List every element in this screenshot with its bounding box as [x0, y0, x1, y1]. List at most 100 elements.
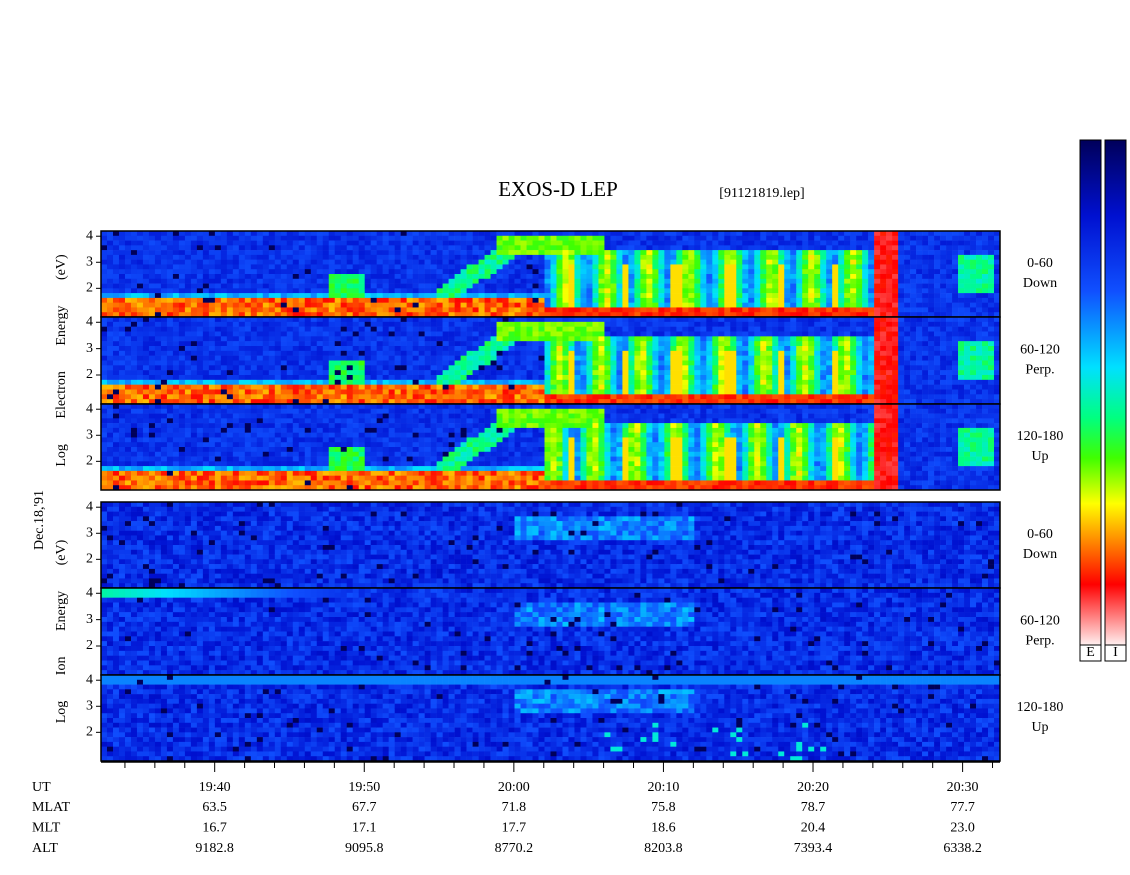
pixel: [814, 384, 821, 390]
pixel: [892, 259, 899, 265]
pixel: [916, 288, 923, 294]
pixel: [292, 375, 300, 381]
pixel: [772, 370, 779, 376]
pixel: [958, 235, 965, 241]
pixel: [736, 288, 743, 294]
pixel: [748, 346, 755, 352]
pixel: [466, 312, 473, 318]
pixel: [496, 384, 503, 390]
pixel: [862, 283, 869, 289]
pixel: [586, 321, 593, 327]
pixel: [388, 346, 395, 352]
pixel: [442, 321, 449, 327]
pixel: [346, 384, 354, 390]
pixel: [298, 312, 306, 318]
pixel: [412, 274, 419, 280]
pixel: [844, 312, 851, 318]
pixel: [160, 264, 168, 270]
pixel: [544, 245, 551, 251]
pixel: [814, 365, 821, 371]
pixel: [646, 264, 653, 270]
pixel: [328, 307, 336, 313]
pixel: [316, 341, 324, 347]
pixel: [862, 254, 869, 260]
pixel: [220, 346, 228, 352]
pixel: [442, 384, 449, 390]
pixel: [634, 355, 641, 361]
pixel: [784, 399, 791, 405]
pixel: [964, 240, 971, 246]
pixel: [406, 346, 413, 352]
pixel: [676, 312, 683, 318]
pixel: [166, 274, 174, 280]
pixel: [460, 235, 467, 241]
pixel: [292, 307, 300, 313]
pixel: [412, 259, 419, 265]
pixel: [364, 375, 371, 381]
pixel: [742, 312, 749, 318]
pixel: [418, 399, 425, 405]
pixel: [400, 231, 407, 237]
pixel: [754, 302, 761, 308]
pixel: [784, 245, 791, 251]
pixel: [520, 355, 527, 361]
pixel: [160, 321, 168, 327]
pixel: [688, 321, 695, 327]
pixel: [406, 245, 413, 251]
pixel: [916, 297, 923, 303]
pixel: [310, 264, 318, 270]
pixel: [766, 297, 773, 303]
pixel: [586, 326, 593, 332]
pixel: [142, 297, 150, 303]
pixel: [226, 326, 234, 332]
pixel: [712, 350, 719, 356]
pixel: [838, 312, 845, 318]
pixel: [376, 321, 383, 327]
pixel: [700, 312, 707, 318]
pixel: [154, 399, 162, 405]
pixel: [988, 235, 995, 241]
pixel: [892, 264, 899, 270]
pixel: [364, 321, 371, 327]
pixel: [838, 394, 845, 400]
pixel: [130, 264, 138, 270]
pixel: [706, 389, 713, 395]
pixel: [766, 379, 773, 385]
pixel: [136, 264, 144, 270]
pixel: [562, 245, 569, 251]
pixel: [400, 317, 407, 323]
pixel: [202, 259, 210, 265]
pixel: [118, 231, 126, 237]
pixel: [184, 336, 192, 342]
pixel: [658, 269, 665, 275]
pixel: [796, 293, 803, 299]
pixel: [376, 283, 383, 289]
pixel: [172, 297, 180, 303]
pixel: [166, 297, 174, 303]
pixel: [580, 331, 587, 337]
pixel: [202, 399, 210, 405]
pixel: [850, 355, 857, 361]
pixel: [148, 283, 156, 289]
pixel: [298, 293, 306, 299]
pixel: [688, 254, 695, 260]
pixel: [382, 293, 389, 299]
pixel: [304, 269, 312, 275]
pixel: [958, 240, 965, 246]
pixel: [196, 379, 204, 385]
pixel: [382, 245, 389, 251]
pixel: [442, 355, 449, 361]
pixel: [880, 278, 887, 284]
pixel: [748, 326, 755, 332]
pixel: [154, 365, 162, 371]
pixel: [304, 240, 312, 246]
pixel: [814, 302, 821, 308]
pixel: [382, 375, 389, 381]
pixel: [340, 235, 348, 241]
pixel: [766, 274, 773, 280]
pixel: [544, 264, 551, 270]
pixel: [310, 346, 318, 352]
pixel: [166, 302, 174, 308]
colorbar-box: [1079, 644, 1102, 662]
pixel: [292, 336, 300, 342]
